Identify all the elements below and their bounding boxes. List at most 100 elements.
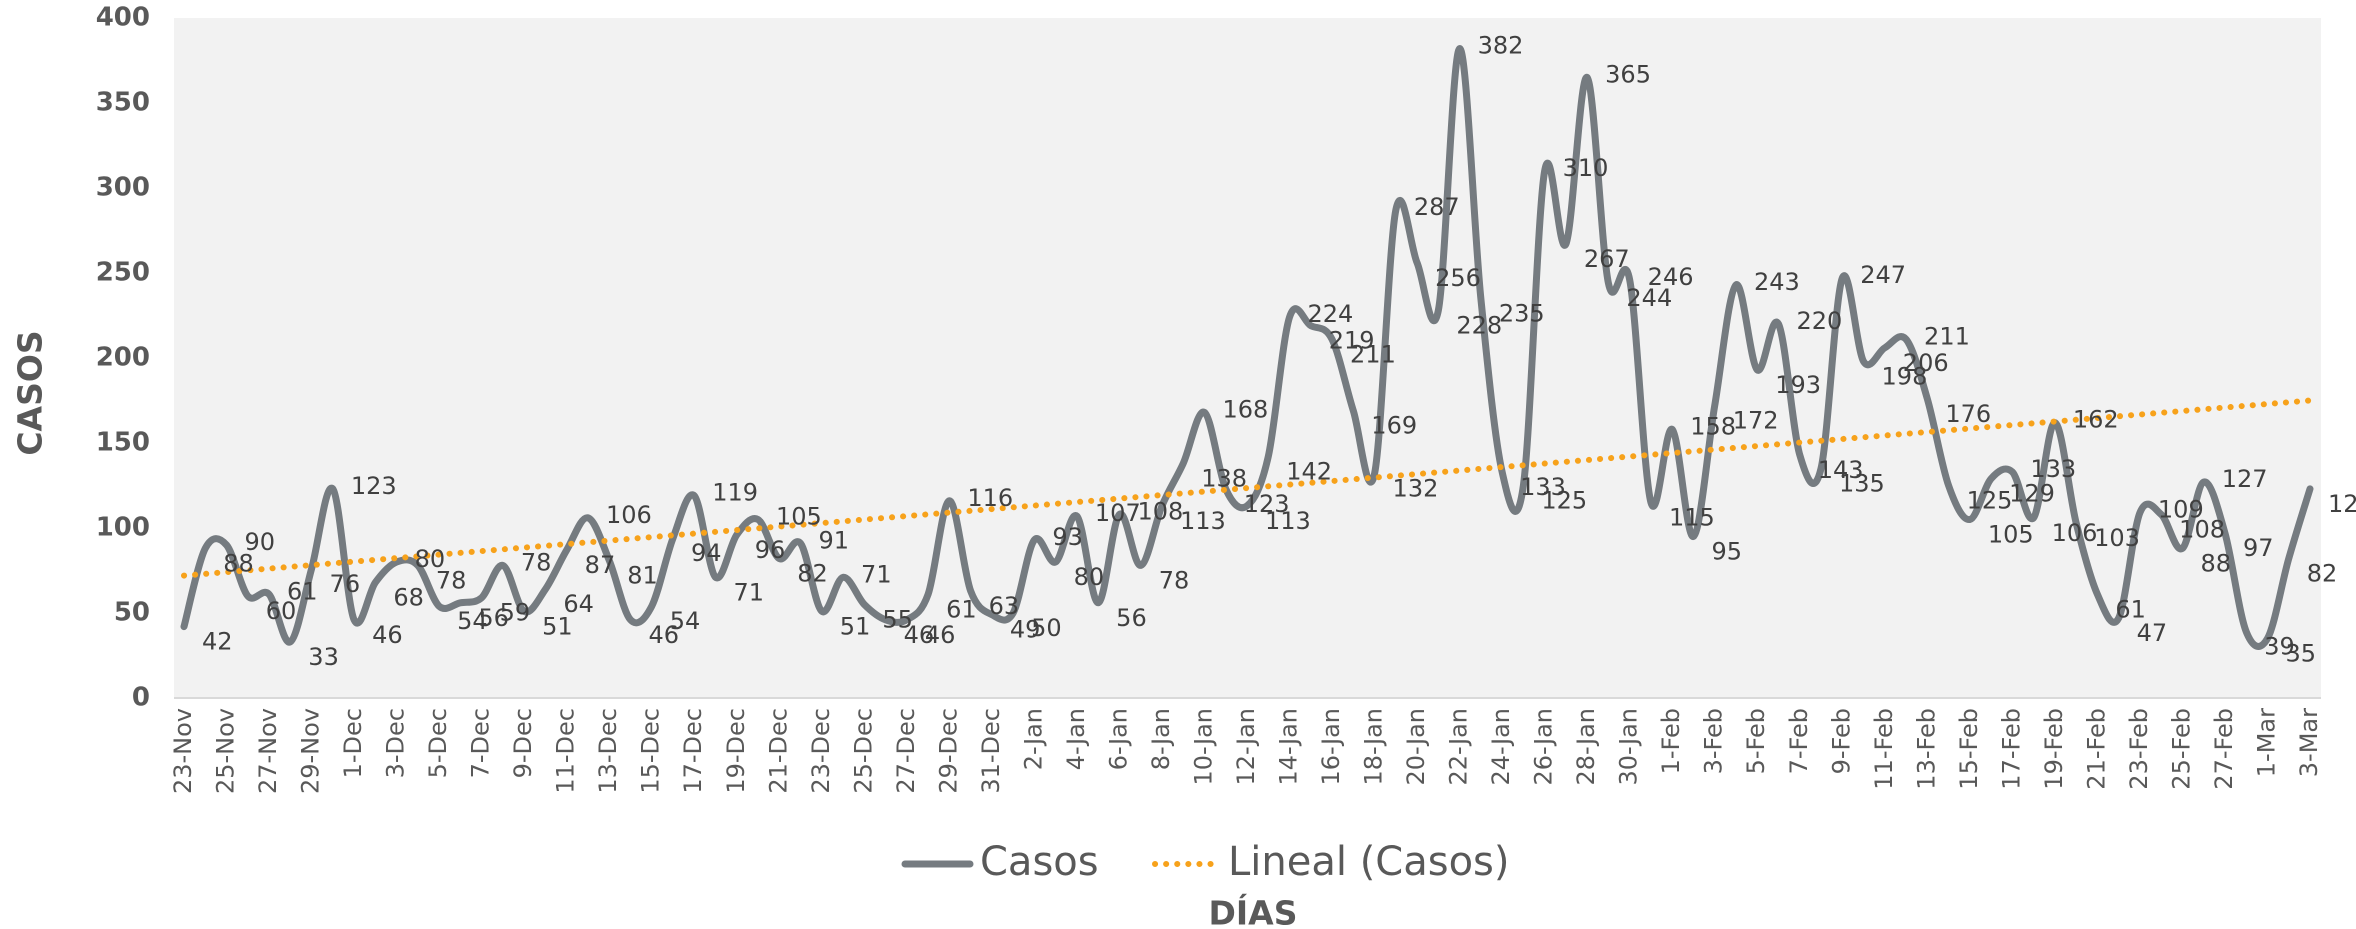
x-tick-label: 30-Jan	[1615, 708, 1643, 786]
data-label: 123	[2328, 490, 2356, 518]
data-label: 68	[393, 583, 424, 611]
x-tick-label: 13-Feb	[1912, 708, 1940, 790]
x-tick-label: 28-Jan	[1572, 708, 1600, 786]
data-label: 88	[2200, 549, 2231, 577]
y-tick-label: 150	[96, 428, 150, 458]
data-label: 80	[1074, 563, 1105, 591]
x-tick-label: 8-Jan	[1147, 708, 1175, 770]
data-label: 133	[1520, 473, 1566, 501]
data-label: 78	[436, 566, 467, 594]
x-tick-label: 5-Feb	[1742, 708, 1770, 774]
x-tick-label: 22-Jan	[1445, 708, 1473, 786]
data-label: 172	[1733, 407, 1779, 435]
x-tick-label: 21-Dec	[764, 708, 792, 794]
data-label: 220	[1797, 307, 1843, 335]
data-label: 90	[245, 528, 276, 556]
data-label: 39	[2264, 633, 2295, 661]
data-label: 33	[308, 643, 339, 671]
data-label: 105	[776, 503, 822, 531]
data-label: 310	[1563, 154, 1609, 182]
x-tick-label: 13-Dec	[594, 708, 622, 794]
x-tick-label: 15-Feb	[1955, 708, 1983, 790]
data-label: 59	[500, 599, 531, 627]
data-label: 60	[266, 597, 297, 625]
data-label: 235	[1499, 300, 1545, 328]
data-label: 129	[2009, 480, 2055, 508]
data-label: 107	[1095, 499, 1141, 527]
data-label: 46	[648, 621, 679, 649]
x-tick-label: 21-Feb	[2082, 708, 2110, 790]
x-tick-label: 9-Dec	[509, 708, 537, 778]
x-tick-label: 27-Nov	[254, 708, 282, 794]
data-label: 108	[1137, 497, 1183, 525]
data-label: 71	[734, 578, 765, 606]
data-label: 46	[372, 621, 403, 649]
x-tick-label: 12-Jan	[1232, 708, 1260, 786]
data-label: 76	[330, 570, 361, 598]
x-tick-label: 23-Feb	[2125, 708, 2153, 790]
data-label: 61	[287, 577, 318, 605]
x-tick-label: 25-Feb	[2167, 708, 2195, 790]
data-label: 211	[1350, 340, 1396, 368]
data-line	[180, 45, 2314, 650]
data-label: 198	[1882, 362, 1928, 390]
data-label: 46	[904, 621, 935, 649]
data-label: 50	[1031, 614, 1062, 642]
x-tick-label: 9-Feb	[1827, 708, 1855, 774]
x-tick-label: 15-Dec	[637, 708, 665, 794]
data-label: 176	[1945, 400, 1991, 428]
x-tick-label: 7-Dec	[467, 708, 495, 778]
data-label: 61	[946, 595, 977, 623]
x-tick-label: 1-Feb	[1657, 708, 1685, 774]
data-label: 55	[882, 606, 913, 634]
data-label: 247	[1860, 261, 1906, 289]
data-label: 64	[563, 590, 594, 618]
data-label: 56	[478, 604, 509, 632]
data-label: 135	[1839, 470, 1885, 498]
data-label: 91	[819, 526, 850, 554]
data-label: 106	[606, 501, 652, 529]
data-label: 125	[1967, 487, 2013, 515]
data-label: 103	[2094, 524, 2140, 552]
data-label: 115	[1669, 504, 1715, 532]
data-label: 382	[1478, 32, 1524, 60]
x-tick-label: 25-Nov	[212, 708, 240, 794]
data-label: 54	[457, 607, 488, 635]
data-label: 105	[1988, 521, 2034, 549]
x-tick-label: 23-Dec	[807, 708, 835, 794]
x-tick-label: 31-Dec	[977, 708, 1005, 794]
data-label: 133	[2030, 455, 2076, 483]
data-label: 168	[1222, 395, 1268, 423]
data-label: 127	[2222, 465, 2268, 493]
data-label: 82	[2307, 560, 2338, 588]
x-tick-label: 26-Jan	[1530, 708, 1558, 786]
x-tick-label: 14-Jan	[1275, 708, 1303, 786]
data-label: 80	[415, 545, 446, 573]
data-label: 56	[1116, 604, 1147, 632]
plot-area	[174, 18, 2321, 698]
x-tick-label: 29-Dec	[934, 708, 962, 794]
data-label: 95	[1711, 538, 1742, 566]
y-tick-label: 400	[96, 3, 150, 33]
x-tick-label: 24-Jan	[1487, 708, 1515, 786]
data-label: 116	[967, 484, 1013, 512]
x-axis-title: DÍAS	[1209, 893, 1298, 929]
trend-line	[181, 397, 2313, 579]
y-tick-label: 350	[96, 88, 150, 118]
x-tick-label: 7-Feb	[1785, 708, 1813, 774]
data-label: 51	[840, 612, 871, 640]
x-tick-label: 17-Dec	[679, 708, 707, 794]
legend-label: Casos	[980, 839, 1099, 885]
y-tick-label: 250	[96, 258, 150, 288]
y-tick-label: 200	[96, 343, 150, 373]
data-label: 243	[1754, 268, 1800, 296]
data-label: 42	[202, 628, 233, 656]
data-label: 119	[712, 479, 758, 507]
data-label: 71	[861, 560, 892, 588]
x-tick-label: 17-Feb	[1997, 708, 2025, 790]
x-tick-label: 11-Dec	[552, 708, 580, 794]
x-tick-label: 25-Dec	[849, 708, 877, 794]
data-label: 169	[1371, 412, 1417, 440]
legend-label: Lineal (Casos)	[1228, 839, 1510, 885]
